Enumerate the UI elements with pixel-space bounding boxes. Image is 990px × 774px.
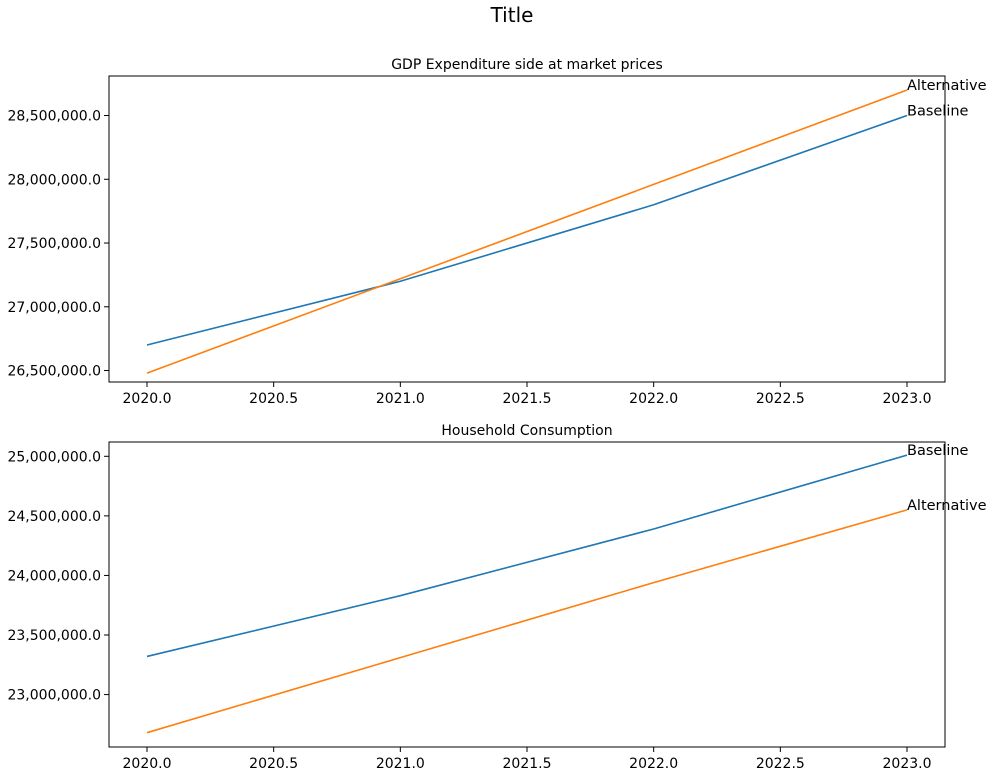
y-tick-label: 27,500,000.0 xyxy=(7,236,101,252)
series-line-alternative xyxy=(146,509,908,734)
panel-title: GDP Expenditure side at market prices xyxy=(391,57,663,73)
x-tick-label: 2020.5 xyxy=(249,756,298,772)
series-line-baseline xyxy=(146,114,908,346)
series-label-baseline: Baseline xyxy=(907,443,969,459)
series-label-alternative: Alternative xyxy=(907,78,987,94)
x-tick-label: 2020.0 xyxy=(123,756,172,772)
x-tick-label: 2022.0 xyxy=(629,756,678,772)
chart-panel-2: Household Consumption Baseline Alternative… xyxy=(7,423,986,772)
y-tick-label: 28,000,000.0 xyxy=(7,172,101,188)
x-tick-label: 2021.5 xyxy=(503,756,552,772)
x-tick-label: 2023.0 xyxy=(883,756,932,772)
x-tick-label: 2021.0 xyxy=(376,391,425,407)
series-line-baseline xyxy=(146,454,908,658)
x-tick-label: 2022.0 xyxy=(629,391,678,407)
y-tick-label: 27,000,000.0 xyxy=(7,300,101,316)
y-tick-label: 23,500,000.0 xyxy=(7,628,101,644)
x-tick-label: 2021.5 xyxy=(503,391,552,407)
y-tick-label: 25,000,000.0 xyxy=(7,449,101,465)
x-tick-label: 2020.5 xyxy=(249,391,298,407)
chart-panel-1: GDP Expenditure side at market prices Bas… xyxy=(7,57,986,407)
series-label-baseline: Baseline xyxy=(907,104,969,120)
x-tick-label: 2023.0 xyxy=(883,391,932,407)
y-tick-label: 23,000,000.0 xyxy=(7,688,101,704)
plot-frame xyxy=(108,441,946,748)
panel-title: Household Consumption xyxy=(441,423,612,439)
y-tick-label: 24,500,000.0 xyxy=(7,509,101,525)
y-tick-label: 26,500,000.0 xyxy=(7,364,101,380)
x-tick-label: 2022.5 xyxy=(756,756,805,772)
figure-title: Title xyxy=(490,3,534,27)
series-label-alternative: Alternative xyxy=(907,498,987,514)
series-line-alternative xyxy=(146,89,908,374)
x-tick-label: 2021.0 xyxy=(376,756,425,772)
y-tick-label: 24,000,000.0 xyxy=(7,568,101,584)
y-tick-label: 28,500,000.0 xyxy=(7,109,101,125)
x-tick-label: 2022.5 xyxy=(756,391,805,407)
chart-panels: GDP Expenditure side at market prices Bas… xyxy=(7,57,986,772)
x-tick-label: 2020.0 xyxy=(123,391,172,407)
